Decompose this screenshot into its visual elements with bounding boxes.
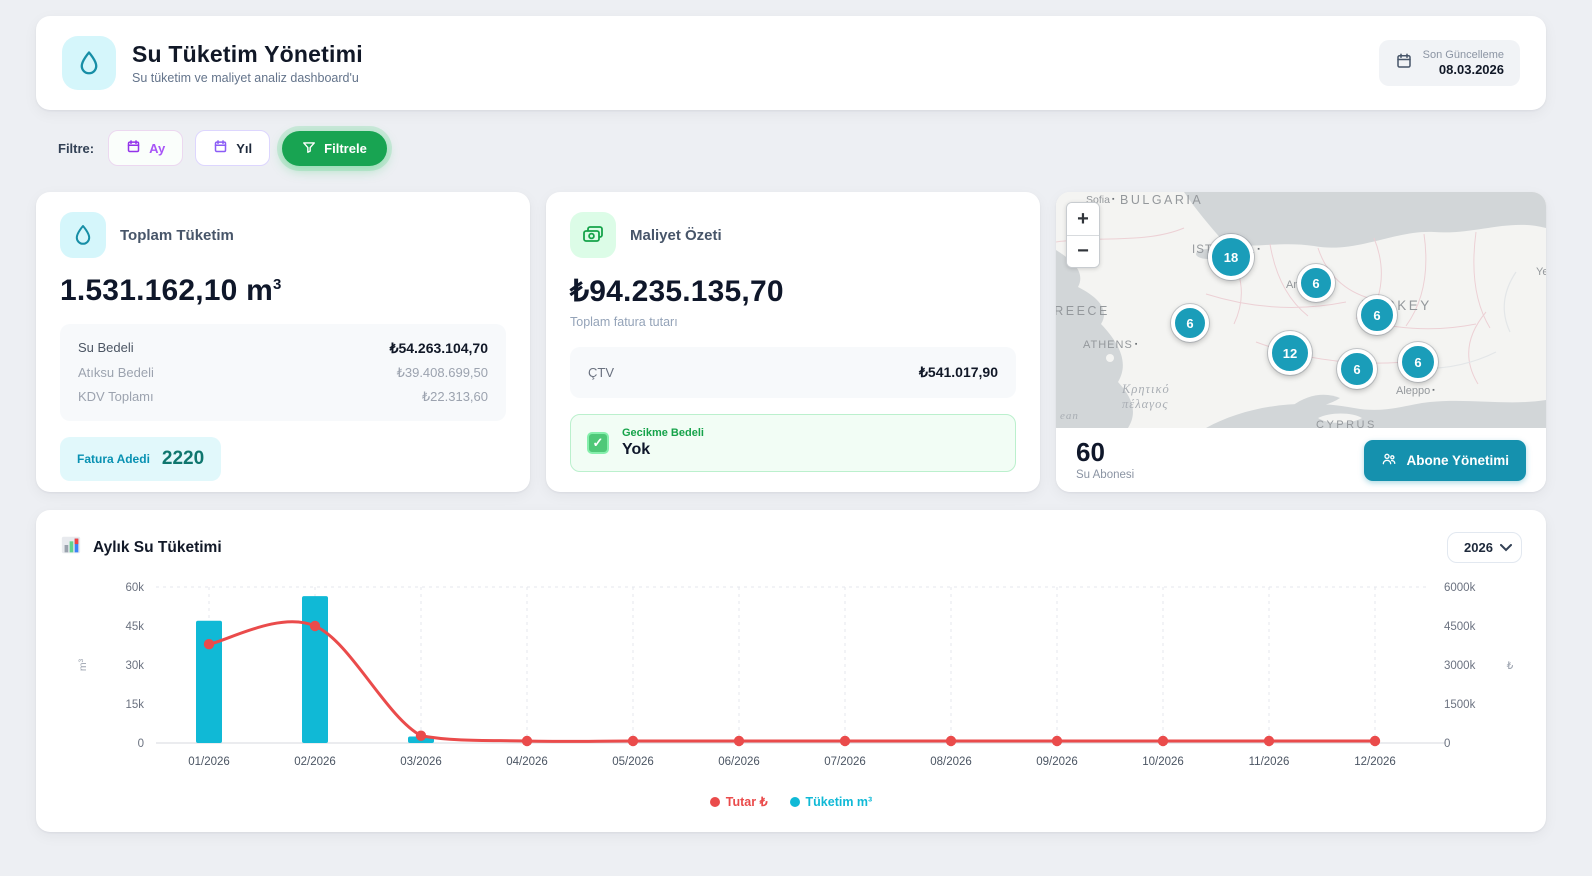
header: Su Tüketim Yönetimi Su tüketim ve maliye… [36,16,1546,110]
card-title: Toplam Tüketim [120,226,234,244]
monthly-consumption-chart-card: Aylık Su Tüketimi 2026 0 15k 30k 45k 60k 0 150… [36,510,1546,832]
month-filter-button[interactable]: Ay [108,130,184,166]
map-base [1056,192,1546,428]
turkey-map[interactable]: + − SofiaBULGARIAOFEDalISTANBULAnkTURKEY… [1056,192,1546,428]
svg-text:08/2026: 08/2026 [930,756,972,768]
svg-text:m³: m³ [77,658,89,671]
legend-item[interactable]: Tüketim m³ [789,794,873,809]
svg-text:05/2026: 05/2026 [612,756,654,768]
svg-text:6000k: 6000k [1444,582,1476,594]
legend-label: Tüketim m³ [805,794,873,809]
breakdown-row: KDV Toplamı ₺22.313,60 [78,389,488,404]
ctv-row: ÇTV ₺541.017,90 [570,347,1016,398]
map-zoom-control: + − [1066,202,1100,268]
svg-text:03/2026: 03/2026 [400,756,442,768]
map-cluster-marker[interactable]: 6 [1357,295,1397,335]
svg-text:30k: 30k [125,660,144,672]
card-title: Maliyet Özeti [630,226,722,244]
kpi-cards-row: Toplam Tüketim 1.531.162,10 m3 Su Bedeli… [36,192,1546,492]
svg-text:60k: 60k [125,582,144,594]
subscriber-management-button[interactable]: Abone Yönetimi [1364,439,1526,481]
map-cluster-marker[interactable]: 6 [1171,304,1209,342]
zoom-out-button[interactable]: − [1067,235,1099,267]
svg-text:12/2026: 12/2026 [1354,756,1396,768]
filter-label: Filtre: [58,140,95,156]
svg-text:0: 0 [1444,738,1450,750]
apply-filter-button[interactable]: Filtrele [282,130,387,166]
filter-row: Filtre: Ay Yıl Filtrele [58,130,1546,166]
map-cluster-marker[interactable]: 18 [1208,234,1254,280]
year-filter-label: Yıl [236,140,253,156]
people-icon [1381,451,1397,470]
svg-text:15k: 15k [125,699,144,711]
legend-dot [709,796,720,807]
bar-chart-icon [60,534,82,561]
apply-filter-label: Filtrele [324,140,367,156]
svg-text:₺: ₺ [1507,660,1514,672]
total-cost-value: ₺94.235.135,70 [570,275,784,308]
late-fee-value: Yok [622,441,651,458]
calendar-icon [126,139,141,157]
calendar-icon [1395,52,1413,75]
subscriber-management-label: Abone Yönetimi [1406,452,1509,468]
svg-text:4500k: 4500k [1444,621,1476,633]
subscriber-label: Su Abonesi [1076,469,1135,481]
zoom-in-button[interactable]: + [1067,203,1099,235]
late-fee-label: Gecikme Bedeli [622,427,704,439]
svg-text:09/2026: 09/2026 [1036,756,1078,768]
map-cluster-marker[interactable]: 6 [1398,342,1438,382]
legend-label: Tutar ₺ [725,795,768,809]
last-update-badge: Son Güncelleme 08.03.2026 [1378,40,1520,86]
chart-legend: Tutar ₺ Tüketim m³ [60,794,1522,809]
svg-text:04/2026: 04/2026 [506,756,548,768]
cost-breakdown: Su Bedeli ₺54.263.104,70 Atıksu Bedeli ₺… [60,324,506,421]
chart-year-select[interactable]: 2026 [1447,532,1522,563]
breakdown-row: Atıksu Bedeli ₺39.408.699,50 [78,365,488,380]
map-cluster-marker[interactable]: 6 [1337,349,1377,389]
dashboard-page: Su Tüketim Yönetimi Su tüketim ve maliye… [0,0,1592,832]
svg-text:02/2026: 02/2026 [294,756,336,768]
cost-summary-card: Maliyet Özeti ₺94.235.135,70 Toplam fatu… [546,192,1040,492]
chart-canvas[interactable]: 0 15k 30k 45k 60k 0 1500k 3000k 4500k 6000k m³ ₺ 01/… [60,577,1522,788]
page-subtitle: Su tüketim ve maliyet analiz dashboard'u [132,71,359,85]
svg-text:11/2026: 11/2026 [1249,756,1290,768]
svg-text:1500k: 1500k [1444,699,1476,711]
svg-text:07/2026: 07/2026 [824,756,866,768]
water-drop-icon [62,36,116,90]
total-consumption-value: 1.531.162,10 m3 [60,274,282,307]
subscriber-count: 60 [1076,437,1105,467]
svg-text:01/2026: 01/2026 [188,756,230,768]
late-fee-box: ✓ Gecikme Bedeli Yok [570,414,1016,472]
legend-item[interactable]: Tutar ₺ [709,794,768,809]
funnel-icon [302,140,316,157]
check-icon: ✓ [587,432,609,454]
total-cost-subtitle: Toplam fatura tutarı [570,315,678,329]
invoice-count-badge: Fatura Adedi 2220 [60,437,222,481]
legend-dot [789,796,800,807]
breakdown-row: Su Bedeli ₺54.263.104,70 [78,340,488,356]
page-title: Su Tüketim Yönetimi [132,41,363,67]
map-footer: 60 Su Abonesi Abone Yönetimi [1056,428,1546,492]
chart-title: Aylık Su Tüketimi [93,538,222,556]
banknotes-icon [570,212,616,258]
last-update-date: 08.03.2026 [1438,62,1504,77]
svg-text:06/2026: 06/2026 [718,756,760,768]
map-cluster-marker[interactable]: 12 [1268,331,1312,375]
total-consumption-card: Toplam Tüketim 1.531.162,10 m3 Su Bedeli… [36,192,530,492]
month-filter-label: Ay [149,140,166,156]
svg-text:10/2026: 10/2026 [1142,756,1184,768]
subscriber-map-card: + − SofiaBULGARIAOFEDalISTANBULAnkTURKEY… [1056,192,1546,492]
map-cluster-marker[interactable]: 6 [1297,264,1335,302]
svg-text:3000k: 3000k [1444,660,1476,672]
water-drop-icon [60,212,106,258]
svg-text:45k: 45k [125,621,144,633]
year-filter-button[interactable]: Yıl [195,130,271,166]
calendar-icon [213,139,228,157]
last-update-label: Son Güncelleme [1422,49,1504,61]
svg-text:0: 0 [138,738,144,750]
